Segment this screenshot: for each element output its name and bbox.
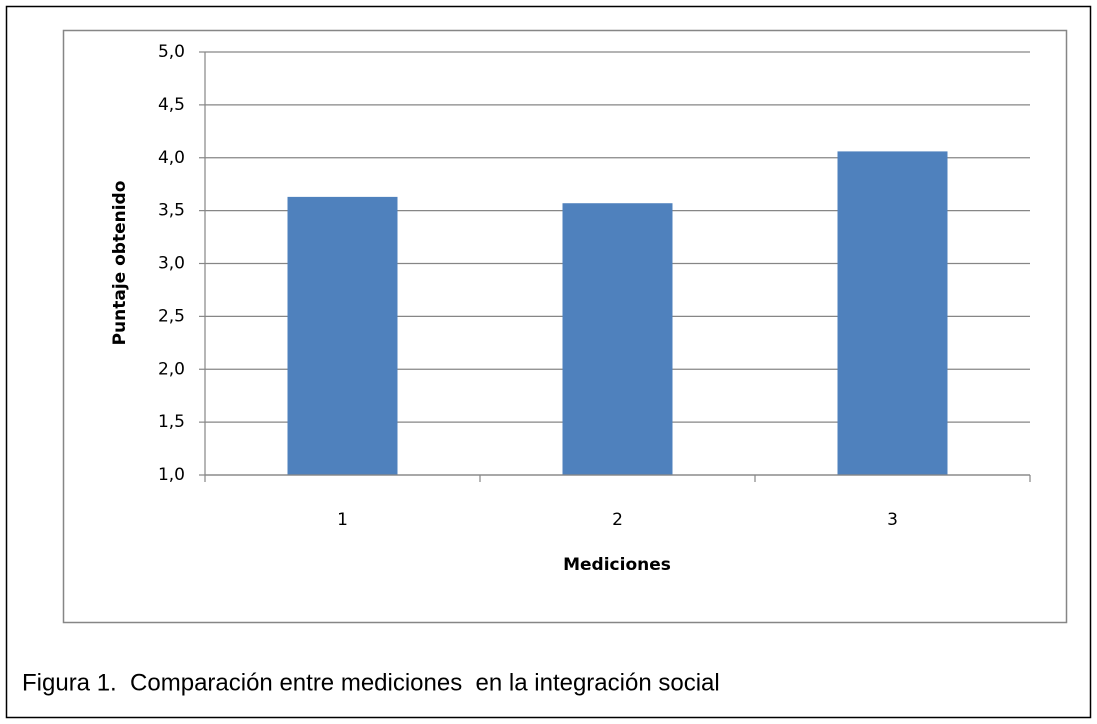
- bar: [837, 151, 948, 475]
- y-axis-title: Puntaje obtenido: [110, 181, 130, 346]
- y-tick-label: 3,5: [158, 201, 185, 221]
- bar: [287, 196, 398, 475]
- y-tick-label: 2,5: [158, 306, 185, 326]
- y-tick-label: 4,0: [158, 148, 185, 168]
- x-axis-title: Mediciones: [563, 555, 671, 575]
- y-tick-label: 2,0: [158, 359, 185, 379]
- y-tick-label: 4,5: [158, 95, 185, 115]
- y-tick-label: 3,0: [158, 254, 185, 274]
- bar: [562, 203, 673, 475]
- x-tick-label: 3: [887, 510, 898, 530]
- y-tick-label: 5,0: [158, 42, 185, 62]
- x-tick-label: 2: [612, 510, 623, 530]
- y-tick-label: 1,5: [158, 412, 185, 432]
- y-tick-label: 1,0: [158, 465, 185, 485]
- x-tick-label: 1: [337, 510, 348, 530]
- caption: Figura 1. Comparación entre mediciones e…: [22, 669, 720, 696]
